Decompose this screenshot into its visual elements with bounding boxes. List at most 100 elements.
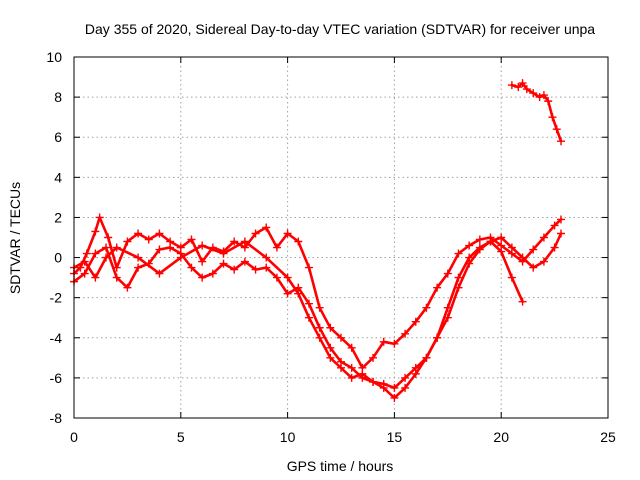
data-point [475, 235, 484, 244]
plot-frame [73, 56, 609, 419]
data-point [486, 237, 495, 246]
data-point [337, 333, 345, 342]
data-point [123, 237, 132, 246]
series-trace-b [70, 229, 566, 392]
data-point [294, 289, 303, 298]
data-point [557, 137, 566, 146]
data-point [539, 257, 548, 266]
x-axis-label: GPS time / hours [287, 458, 394, 474]
data-point [552, 125, 561, 134]
data-point [337, 363, 345, 372]
y-tick-label: 2 [54, 209, 62, 225]
x-tick-label: 0 [70, 429, 78, 445]
data-point [557, 229, 566, 238]
data-point [539, 233, 548, 242]
data-point [390, 393, 399, 402]
data-point [134, 253, 143, 262]
data-point [102, 243, 111, 252]
data-point [272, 243, 281, 252]
data-point [411, 317, 420, 326]
series-line [72, 240, 524, 400]
data-point [550, 243, 559, 252]
data-point [326, 353, 335, 362]
y-tick-label: 8 [54, 89, 62, 105]
axis-ticks: 0 5 10 15 20 25 -8 -6 -4 -2 0 2 4 6 8 10 [46, 49, 616, 445]
data-point [91, 273, 100, 282]
data-point [283, 229, 292, 238]
data-point [208, 269, 217, 278]
data-point [379, 383, 388, 392]
data-point [548, 113, 557, 122]
x-tick-label: 15 [387, 429, 403, 445]
data-point [507, 81, 516, 90]
data-point [550, 221, 559, 230]
data-point [518, 297, 527, 306]
data-point [112, 243, 121, 252]
data-point [240, 257, 249, 266]
series-line [510, 81, 563, 143]
data-point [91, 227, 100, 236]
data-point [433, 333, 442, 342]
data-point [497, 247, 506, 256]
data-point [518, 79, 527, 88]
data-point [251, 229, 260, 238]
y-tick-label: -4 [50, 330, 63, 346]
data-point [315, 333, 324, 342]
data-point [251, 265, 260, 274]
data-point [155, 269, 164, 278]
data-point [347, 363, 356, 372]
data-point [134, 229, 143, 238]
data-point [91, 249, 100, 258]
y-tick-label: -2 [50, 290, 63, 306]
data-point [358, 369, 367, 378]
data-point [155, 229, 164, 238]
data-point [454, 273, 463, 282]
data-point [315, 323, 324, 332]
series-trace-c [70, 237, 527, 402]
data-point [304, 299, 313, 308]
data-point [315, 303, 324, 312]
data-point [134, 263, 143, 272]
y-tick-label: 0 [54, 250, 62, 266]
data-point [369, 377, 378, 386]
data-point [390, 339, 399, 348]
y-tick-label: 4 [54, 169, 62, 185]
data-point [176, 253, 185, 262]
series-trace-a [70, 213, 566, 372]
data-point [390, 383, 399, 392]
data-point [497, 233, 506, 242]
data-layer [70, 79, 566, 402]
data-point [198, 257, 207, 266]
data-point [80, 257, 89, 266]
chart-title: Day 355 of 2020, Sidereal Day-to-day VTE… [85, 21, 595, 37]
y-axis-label: SDTVAR / TECUs [7, 182, 23, 294]
data-point [187, 235, 196, 244]
y-tick-label: 10 [46, 49, 62, 65]
data-point [518, 253, 527, 262]
y-tick-label: 6 [54, 129, 62, 145]
data-point [401, 329, 410, 338]
data-point [283, 273, 292, 282]
data-point [304, 263, 313, 272]
series-line [72, 232, 563, 390]
data-point [443, 269, 452, 278]
data-point [529, 245, 538, 254]
data-point [272, 273, 281, 282]
data-point [219, 249, 228, 258]
data-point [166, 243, 175, 252]
data-point [95, 213, 104, 222]
data-point [219, 259, 228, 268]
data-point [369, 353, 378, 362]
data-point [465, 241, 474, 250]
data-point [102, 253, 111, 262]
data-point [198, 273, 207, 282]
series-trace-d [507, 79, 566, 146]
data-point [544, 97, 553, 106]
data-point [507, 273, 516, 282]
x-tick-label: 20 [493, 429, 509, 445]
data-point [401, 383, 410, 392]
data-point [262, 223, 271, 232]
data-point [347, 343, 356, 352]
data-point [104, 233, 113, 242]
data-point [465, 253, 474, 262]
